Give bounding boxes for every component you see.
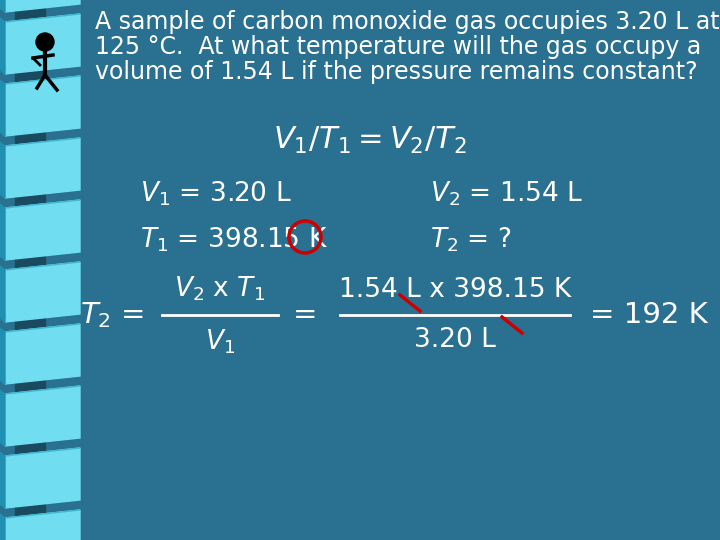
Polygon shape bbox=[5, 14, 80, 74]
Polygon shape bbox=[0, 0, 5, 12]
Polygon shape bbox=[5, 510, 80, 540]
Text: $T_1$ = 398.15 K: $T_1$ = 398.15 K bbox=[140, 225, 328, 253]
Text: A sample of carbon monoxide gas occupies 3.20 L at: A sample of carbon monoxide gas occupies… bbox=[95, 10, 719, 34]
Polygon shape bbox=[5, 200, 80, 260]
Polygon shape bbox=[0, 390, 5, 446]
Polygon shape bbox=[5, 386, 80, 394]
Circle shape bbox=[36, 33, 54, 51]
Polygon shape bbox=[5, 0, 80, 12]
Polygon shape bbox=[0, 452, 5, 508]
Polygon shape bbox=[5, 138, 80, 198]
Text: $V_1$ = 3.20 L: $V_1$ = 3.20 L bbox=[140, 180, 292, 208]
Polygon shape bbox=[0, 266, 5, 322]
Text: $V_1/T_1 = V_2/T_2$: $V_1/T_1 = V_2/T_2$ bbox=[273, 125, 467, 156]
Polygon shape bbox=[5, 262, 80, 270]
Polygon shape bbox=[0, 514, 5, 540]
Text: $T_2$ = ?: $T_2$ = ? bbox=[430, 225, 512, 253]
Text: =: = bbox=[293, 301, 318, 329]
Polygon shape bbox=[5, 76, 80, 84]
Polygon shape bbox=[0, 328, 5, 384]
Text: volume of 1.54 L if the pressure remains constant?: volume of 1.54 L if the pressure remains… bbox=[95, 60, 698, 84]
Text: $V_2$ x $T_1$: $V_2$ x $T_1$ bbox=[174, 274, 266, 303]
Polygon shape bbox=[0, 80, 5, 136]
Polygon shape bbox=[5, 14, 80, 22]
Polygon shape bbox=[5, 262, 80, 322]
Text: = 192 K: = 192 K bbox=[590, 301, 708, 329]
Bar bbox=[15, 0, 45, 540]
Polygon shape bbox=[5, 324, 80, 384]
Text: $T_2$ =: $T_2$ = bbox=[80, 300, 144, 330]
Polygon shape bbox=[5, 200, 80, 208]
Polygon shape bbox=[0, 142, 5, 198]
Text: 125 °C.  At what temperature will the gas occupy a: 125 °C. At what temperature will the gas… bbox=[95, 35, 701, 59]
Polygon shape bbox=[5, 448, 80, 508]
Text: 1.54 L x 398.15 K: 1.54 L x 398.15 K bbox=[339, 277, 571, 303]
Polygon shape bbox=[5, 510, 80, 518]
Polygon shape bbox=[5, 448, 80, 456]
Polygon shape bbox=[5, 76, 80, 136]
Text: $V_1$: $V_1$ bbox=[205, 327, 235, 355]
Polygon shape bbox=[0, 18, 5, 74]
Polygon shape bbox=[0, 204, 5, 260]
Polygon shape bbox=[5, 386, 80, 446]
Text: $V_2$ = 1.54 L: $V_2$ = 1.54 L bbox=[430, 180, 583, 208]
Polygon shape bbox=[5, 138, 80, 146]
Polygon shape bbox=[5, 324, 80, 332]
Text: 3.20 L: 3.20 L bbox=[414, 327, 496, 353]
